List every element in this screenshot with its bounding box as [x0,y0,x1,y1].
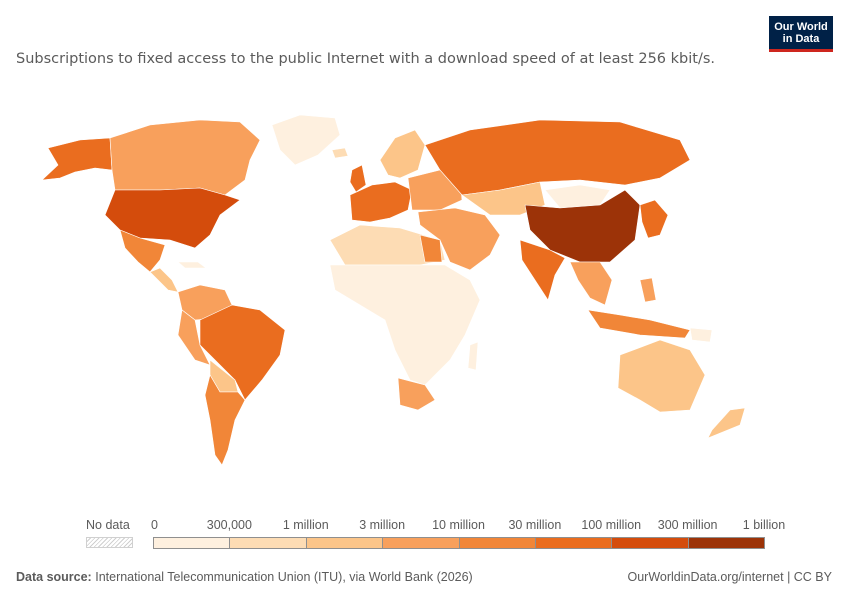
owid-logo[interactable]: Our World in Data [769,16,833,52]
country-mongolia [544,184,611,209]
country-iceland [331,147,349,159]
data-source-label: Data source: [16,570,92,584]
legend-tick-label: 0 [151,518,158,532]
legend-tick-label: 100 million [581,518,642,532]
legend-tick-label: 3 million [359,518,406,532]
legend-tick-label: 10 million [432,518,485,532]
legend-tick-label: 30 million [508,518,562,532]
country-png [689,327,713,343]
country-alaska [41,137,113,181]
region-japan-korea [639,199,669,239]
region-sub-saharan-africa [329,264,481,386]
legend-no-data-label: No data [86,518,130,532]
country-brazil [199,304,286,401]
legend-bin[interactable] [458,537,536,549]
country-indonesia [587,309,691,339]
legend-tick-label: 1 billion [742,518,786,532]
legend-no-data-swatch [86,537,133,548]
country-south-africa [397,377,436,411]
region-western-europe [349,181,413,223]
region-southeast-asia [569,261,613,306]
region-southern-cone [204,374,246,466]
footer-link[interactable]: OurWorldinData.org/internet | CC BY [627,570,833,584]
legend-bin[interactable] [305,537,384,549]
legend-bin[interactable] [382,537,460,549]
logo-line-2: in Data [782,33,820,45]
country-madagascar [467,341,479,371]
legend-tick-label: 1 million [282,518,329,532]
legend-tick-label: 300,000 [206,518,252,532]
logo-line-1: Our World [774,21,828,33]
chart-subtitle: Subscriptions to fixed access to the pub… [16,51,715,67]
country-uk [349,164,367,193]
region-central-america [149,267,179,293]
legend-bin[interactable] [534,537,613,549]
country-india [519,239,566,301]
region-middle-east [417,207,501,271]
legend-bin[interactable] [229,537,307,549]
country-canada [109,119,261,196]
country-australia [617,339,706,413]
country-russia [424,119,691,196]
region-scandinavia [379,129,426,179]
data-source-text[interactable]: International Telecommunication Union (I… [95,570,473,584]
region-central-asia [461,181,546,216]
data-source: Data source: International Telecommunica… [16,570,473,584]
country-philippines [639,277,657,303]
legend-bin[interactable] [687,537,765,549]
world-map [41,114,746,466]
country-china [524,189,641,263]
legend-bin[interactable] [611,537,689,549]
country-greenland [271,114,341,166]
legend-tick-label: 300 million [657,518,718,532]
country-mexico [119,229,166,273]
country-new-zealand [707,407,746,439]
country-egypt [419,234,443,263]
legend-bin[interactable] [153,537,231,549]
country-cuba [177,261,207,269]
